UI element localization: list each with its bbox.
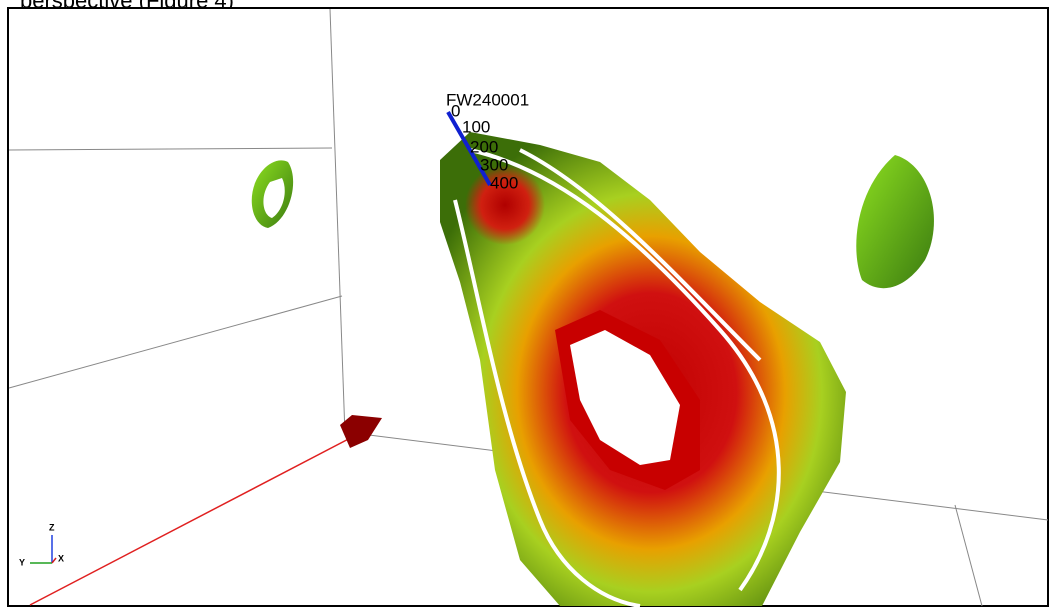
depth-label: 0	[451, 101, 460, 120]
x-label: X	[58, 553, 64, 563]
z-label: Z	[49, 522, 55, 532]
depth-label: 300	[480, 155, 508, 174]
depth-label: 100	[462, 117, 490, 136]
y-label: Y	[19, 557, 25, 567]
depth-label: 200	[470, 137, 498, 156]
depth-label: 400	[490, 173, 518, 192]
viewer: perspective (Figure 4) FW240001 0 100 20…	[0, 0, 1050, 608]
